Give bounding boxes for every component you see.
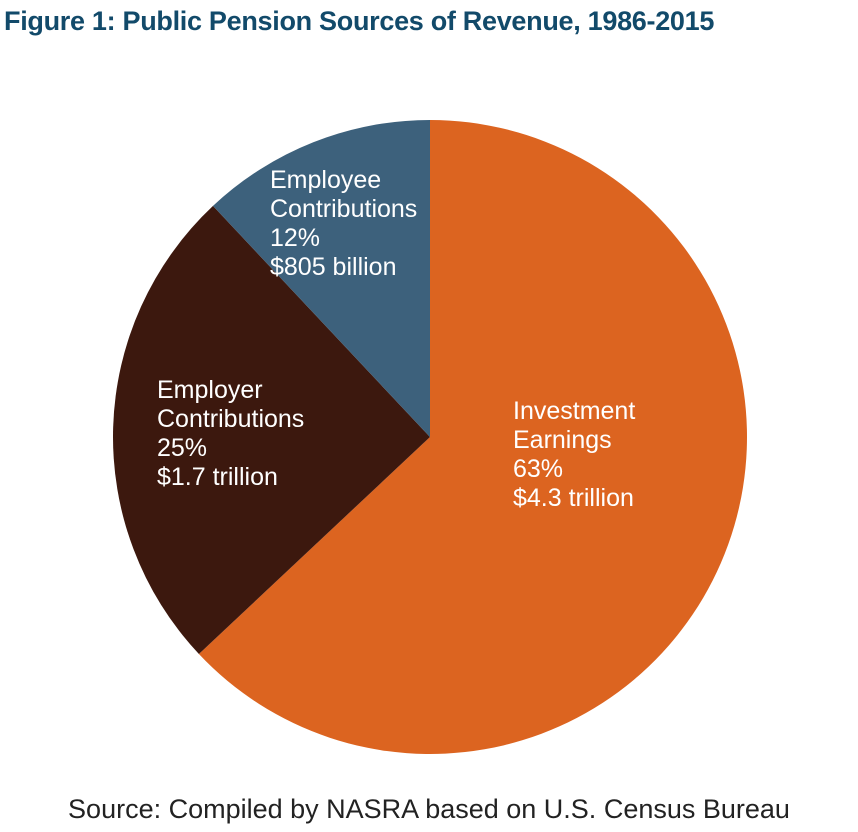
slice-label: Investment Earnings 63% $4.3 trillion (513, 397, 713, 513)
amount-label: $4.3 trillion (513, 484, 634, 512)
amount-label: $1.7 trillion (157, 463, 278, 491)
percent-label: 25% (157, 434, 208, 462)
source-note: Source: Compiled by NASRA based on U.S. … (68, 794, 790, 824)
category-label: Employee Contributions (270, 166, 418, 223)
slice-label: Employer Contributions 25% $1.7 trillion (157, 376, 357, 492)
percent-label: 12% (270, 224, 321, 252)
percent-label: 63% (513, 455, 564, 483)
pie-slice (112, 205, 430, 655)
category-label: Investment Earnings (513, 397, 636, 454)
chart-title: Figure 1: Public Pension Sources of Reve… (4, 6, 715, 36)
slice-label: Employee Contributions 12% $805 billion (270, 166, 470, 282)
pie-slice (212, 120, 430, 437)
amount-label: $805 billion (270, 253, 397, 281)
category-label: Employer Contributions (157, 376, 305, 433)
pie-slice (198, 120, 747, 754)
